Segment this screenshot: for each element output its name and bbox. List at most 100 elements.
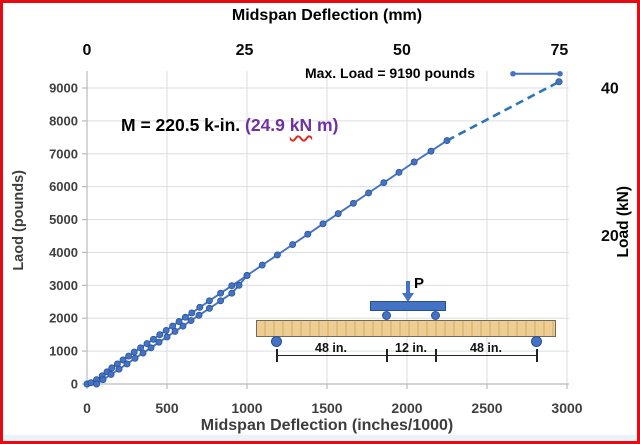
left-tick-label: 7000 [49, 146, 78, 161]
moment-black-text: M = 220.5 k-in. [121, 115, 246, 135]
data-point [273, 251, 281, 259]
dimension-tick [276, 349, 278, 362]
data-point [319, 220, 327, 228]
data-point [130, 348, 138, 356]
data-point [87, 379, 95, 387]
left-tick-label: 8000 [49, 113, 78, 128]
data-point [410, 158, 418, 166]
data-point [334, 210, 342, 218]
dimension-tick [536, 349, 538, 362]
leader-marker [510, 70, 516, 77]
moment-purple-close: m) [312, 115, 339, 135]
data-point [143, 340, 151, 347]
data-point [187, 317, 195, 324]
data-point [243, 272, 251, 279]
moment-annotation: M = 220.5 k-in. (24.9 kN m) [121, 115, 338, 136]
bottom-tick-label: 2500 [471, 400, 502, 416]
data-point [380, 179, 388, 187]
support-left [271, 336, 282, 347]
data-point [235, 281, 243, 289]
data-point [107, 371, 115, 378]
moment-purple-open: (24.9 [245, 115, 290, 135]
left-tick-label: 1000 [49, 344, 78, 359]
load-roller-right [431, 311, 440, 320]
max-load-point [555, 78, 563, 86]
data-point [156, 331, 164, 339]
data-point [93, 380, 101, 388]
bottom-tick-label: 1500 [311, 400, 342, 416]
bottom-tick-label: 500 [155, 400, 179, 416]
left-tick-label: 2000 [49, 311, 78, 326]
load-roller-left [382, 311, 391, 320]
data-point [395, 168, 403, 176]
dimension-line [276, 355, 537, 356]
data-point [147, 344, 155, 352]
data-point [139, 349, 147, 357]
moment-kn-text: kN [289, 115, 313, 135]
data-point [155, 338, 163, 346]
data-point [289, 241, 297, 249]
bottom-tick-label: 0 [83, 400, 91, 416]
bottom-axis-title: Midspan Deflection (inches/1000) [200, 417, 454, 434]
dim-label-middle: 12 in. [395, 341, 427, 355]
data-point [196, 303, 204, 311]
spreader-beam [370, 301, 446, 311]
data-point [365, 189, 373, 197]
left-tick-label: 9000 [49, 81, 78, 96]
data-point [205, 297, 213, 305]
data-point [427, 147, 435, 155]
bottom-highlight-strip [3, 435, 637, 441]
data-point [123, 360, 131, 368]
dimension-tick [386, 349, 388, 362]
max-load-annotation: Max. Load = 9190 pounds [305, 65, 475, 81]
data-point [188, 309, 196, 317]
data-point [228, 289, 236, 297]
bottom-tick-label: 2000 [391, 400, 422, 416]
top-axis-title: Midspan Deflection (mm) [231, 7, 423, 24]
data-point [108, 364, 116, 372]
dim-label-right: 48 in. [470, 341, 502, 355]
data-point [175, 318, 183, 325]
data-point [149, 335, 157, 343]
load-p-label: P [414, 275, 425, 292]
top-tick-label: 75 [551, 42, 569, 59]
left-tick-label: 0 [71, 377, 78, 392]
data-point [115, 365, 123, 373]
left-axis-title: Laod (pounds) [11, 170, 27, 271]
bottom-tick-label: 1000 [231, 400, 262, 416]
data-point [131, 354, 139, 362]
data-point [179, 322, 187, 330]
data-point [217, 289, 225, 297]
data-point [125, 352, 133, 360]
data-point [217, 297, 225, 305]
data-point [195, 311, 203, 319]
beam-setup-inset: P 48 in. 12 in. 48 in. [256, 275, 557, 371]
load-arrow-icon [406, 281, 410, 295]
series-extrapolation [446, 80, 560, 142]
left-tick-label: 6000 [49, 179, 78, 194]
data-point [181, 313, 189, 321]
data-point [163, 333, 171, 341]
dim-label-left: 48 in. [315, 341, 347, 355]
leader-marker [557, 70, 563, 77]
data-point [99, 376, 107, 384]
right-tick-label: 40 [601, 80, 619, 97]
left-tick-label: 3000 [49, 278, 78, 293]
data-point [171, 327, 179, 335]
right-axis-title: Load (kN) [615, 186, 632, 258]
data-point [304, 230, 312, 238]
data-point [162, 326, 170, 334]
support-right [531, 336, 542, 347]
bottom-tick-label: 3000 [551, 400, 582, 416]
top-tick-label: 0 [83, 42, 92, 59]
wood-beam [256, 320, 556, 337]
left-tick-label: 5000 [49, 212, 78, 227]
right-tick-label: 20 [601, 228, 619, 245]
data-point [258, 261, 266, 269]
top-tick-label: 50 [393, 42, 411, 59]
top-tick-label: 25 [236, 42, 254, 59]
load-arrow-head-icon [402, 293, 414, 302]
data-point [228, 282, 236, 290]
